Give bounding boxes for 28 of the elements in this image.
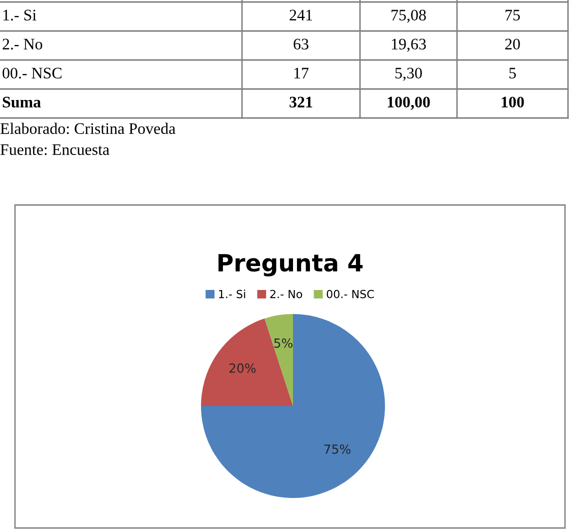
pie-slice — [201, 318, 293, 406]
text: 00.- NSC — [2, 68, 62, 79]
data-label: 5% — [274, 338, 292, 348]
text: 17 — [294, 68, 309, 78]
text: Elaborado: Cristina Poveda — [0, 122, 176, 134]
text: 63 — [294, 38, 308, 50]
text: Suma — [2, 96, 41, 108]
text: 321 — [290, 96, 312, 108]
text: 75,08 — [392, 10, 426, 23]
text: 75 — [506, 10, 520, 20]
pie-slice — [201, 314, 385, 498]
chart-title: Pregunta 4 — [218, 254, 363, 276]
text: 100,00 — [388, 96, 430, 110]
legend-label: 1.- Si — [219, 290, 246, 298]
text: 5 — [509, 68, 516, 78]
text: 1.- Si — [3, 10, 36, 21]
text: 19,63 — [392, 38, 426, 52]
data-label: 75% — [324, 444, 350, 454]
source-note: Fuente: Encuesta — [0, 144, 110, 156]
text: 5,30 — [395, 68, 422, 81]
data-label: 20% — [229, 363, 256, 373]
text: 2.- No — [2, 38, 42, 50]
text: 241 — [290, 10, 312, 20]
legend-label: 2.- No — [270, 290, 302, 298]
legend-label: 00.- NSC — [326, 290, 374, 298]
text: 100 — [502, 96, 524, 108]
text: 20 — [505, 38, 520, 50]
pie-slice — [264, 314, 293, 406]
